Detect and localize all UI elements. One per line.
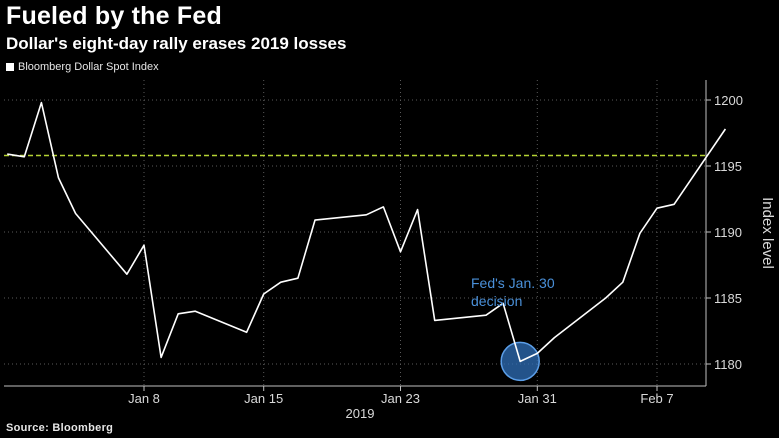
data-point [724, 128, 726, 130]
annotation-text-line1: Fed's Jan. 30 [471, 275, 555, 291]
data-point [6, 153, 8, 155]
y-tick-label: 1180 [714, 357, 742, 372]
data-point [417, 209, 419, 211]
data-point [280, 281, 282, 283]
y-tick-label: 1200 [714, 93, 743, 108]
data-point [143, 244, 145, 246]
data-point [400, 251, 402, 253]
data-point [622, 281, 624, 283]
legend-swatch [6, 63, 14, 71]
data-point [639, 232, 641, 234]
series-line [7, 101, 727, 363]
data-point [536, 352, 538, 354]
data-point [365, 214, 367, 216]
data-point [553, 337, 555, 339]
data-point [194, 310, 196, 312]
data-point [160, 356, 162, 358]
data-point [58, 177, 60, 179]
data-point [263, 293, 265, 295]
data-point [485, 314, 487, 316]
data-point [40, 102, 42, 104]
x-tick-label: Jan 23 [381, 391, 420, 406]
source-note: Source: Bloomberg [6, 422, 114, 434]
data-point [246, 331, 248, 333]
data-point [314, 219, 316, 221]
chart-subtitle: Dollar's eight-day rally erases 2019 los… [6, 34, 347, 53]
data-point [382, 206, 384, 208]
data-point [297, 277, 299, 279]
chart-title: Fueled by the Fed [6, 2, 222, 30]
x-tick-label: Feb 7 [640, 391, 673, 406]
data-point [519, 360, 521, 362]
annotation-text-line2: decision [471, 293, 522, 309]
data-point [605, 297, 607, 299]
data-point [656, 207, 658, 209]
x-tick-label: Jan 31 [518, 391, 557, 406]
y-tick-label: 1195 [714, 159, 742, 174]
y-tick-label: 1190 [714, 225, 742, 240]
data-point [75, 213, 77, 215]
legend-label: Bloomberg Dollar Spot Index [18, 61, 159, 73]
y-tick-label: 1185 [714, 291, 742, 306]
x-year-label: 2019 [346, 406, 375, 421]
data-point [126, 273, 128, 275]
x-tick-label: Jan 15 [244, 391, 283, 406]
y-axis-title: Index level [759, 197, 776, 269]
data-point [177, 313, 179, 315]
data-point [434, 319, 436, 321]
legend: Bloomberg Dollar Spot Index [6, 61, 159, 73]
data-point [673, 203, 675, 205]
data-point [23, 156, 25, 158]
x-tick-label: Jan 8 [128, 391, 160, 406]
